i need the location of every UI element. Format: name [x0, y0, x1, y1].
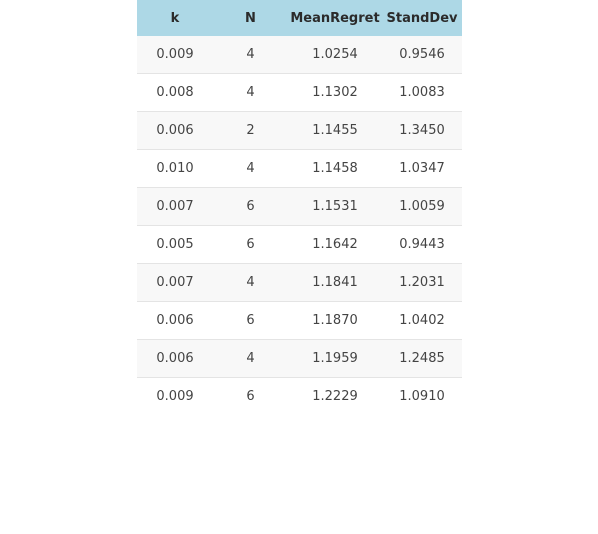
- cell-k: 0.009: [137, 377, 213, 415]
- cell-meanregret: 1.1959: [288, 339, 382, 378]
- column-header-meanregret[interactable]: MeanRegret: [288, 0, 382, 36]
- cell-meanregret: 1.1458: [288, 149, 382, 188]
- results-table: k N MeanRegret StandDev 0.009 4 1.0254 0…: [137, 0, 462, 415]
- table-row: 0.006 4 1.1959 1.2485: [137, 339, 462, 378]
- table-row: 0.009 6 1.2229 1.0910: [137, 377, 462, 415]
- table-row: 0.008 4 1.1302 1.0083: [137, 73, 462, 112]
- cell-k: 0.010: [137, 149, 213, 188]
- cell-k: 0.008: [137, 73, 213, 112]
- cell-meanregret: 1.1841: [288, 263, 382, 302]
- cell-standdev: 1.0402: [382, 301, 462, 340]
- cell-standdev: 1.0910: [382, 377, 462, 415]
- cell-k: 0.006: [137, 301, 213, 340]
- cell-k: 0.007: [137, 187, 213, 226]
- cell-n: 4: [213, 339, 288, 378]
- table-row: 0.007 4 1.1841 1.2031: [137, 263, 462, 302]
- cell-standdev: 1.0347: [382, 149, 462, 188]
- cell-standdev: 1.0059: [382, 187, 462, 226]
- cell-meanregret: 1.0254: [288, 36, 382, 74]
- cell-standdev: 0.9546: [382, 36, 462, 74]
- cell-k: 0.009: [137, 36, 213, 74]
- table-row: 0.009 4 1.0254 0.9546: [137, 36, 462, 74]
- cell-k: 0.006: [137, 111, 213, 150]
- cell-meanregret: 1.1642: [288, 225, 382, 264]
- column-header-n[interactable]: N: [213, 0, 288, 36]
- cell-n: 6: [213, 301, 288, 340]
- cell-standdev: 1.3450: [382, 111, 462, 150]
- cell-meanregret: 1.1302: [288, 73, 382, 112]
- cell-standdev: 1.2031: [382, 263, 462, 302]
- cell-k: 0.006: [137, 339, 213, 378]
- cell-n: 6: [213, 225, 288, 264]
- cell-k: 0.005: [137, 225, 213, 264]
- cell-meanregret: 1.2229: [288, 377, 382, 415]
- cell-meanregret: 1.1531: [288, 187, 382, 226]
- table-row: 0.006 6 1.1870 1.0402: [137, 301, 462, 340]
- table-body: 0.009 4 1.0254 0.9546 0.008 4 1.1302 1.0…: [137, 36, 462, 415]
- cell-standdev: 1.0083: [382, 73, 462, 112]
- cell-standdev: 1.2485: [382, 339, 462, 378]
- header-row: k N MeanRegret StandDev: [137, 0, 462, 36]
- cell-k: 0.007: [137, 263, 213, 302]
- table-row: 0.005 6 1.1642 0.9443: [137, 225, 462, 264]
- cell-standdev: 0.9443: [382, 225, 462, 264]
- cell-n: 2: [213, 111, 288, 150]
- cell-n: 4: [213, 36, 288, 74]
- column-header-k[interactable]: k: [137, 0, 213, 36]
- results-table-container: k N MeanRegret StandDev 0.009 4 1.0254 0…: [137, 0, 462, 415]
- cell-n: 6: [213, 187, 288, 226]
- table-row: 0.010 4 1.1458 1.0347: [137, 149, 462, 188]
- cell-n: 6: [213, 377, 288, 415]
- table-row: 0.007 6 1.1531 1.0059: [137, 187, 462, 226]
- cell-meanregret: 1.1455: [288, 111, 382, 150]
- column-header-standdev[interactable]: StandDev: [382, 0, 462, 36]
- cell-n: 4: [213, 149, 288, 188]
- table-row: 0.006 2 1.1455 1.3450: [137, 111, 462, 150]
- cell-n: 4: [213, 263, 288, 302]
- cell-meanregret: 1.1870: [288, 301, 382, 340]
- cell-n: 4: [213, 73, 288, 112]
- table-header: k N MeanRegret StandDev: [137, 0, 462, 36]
